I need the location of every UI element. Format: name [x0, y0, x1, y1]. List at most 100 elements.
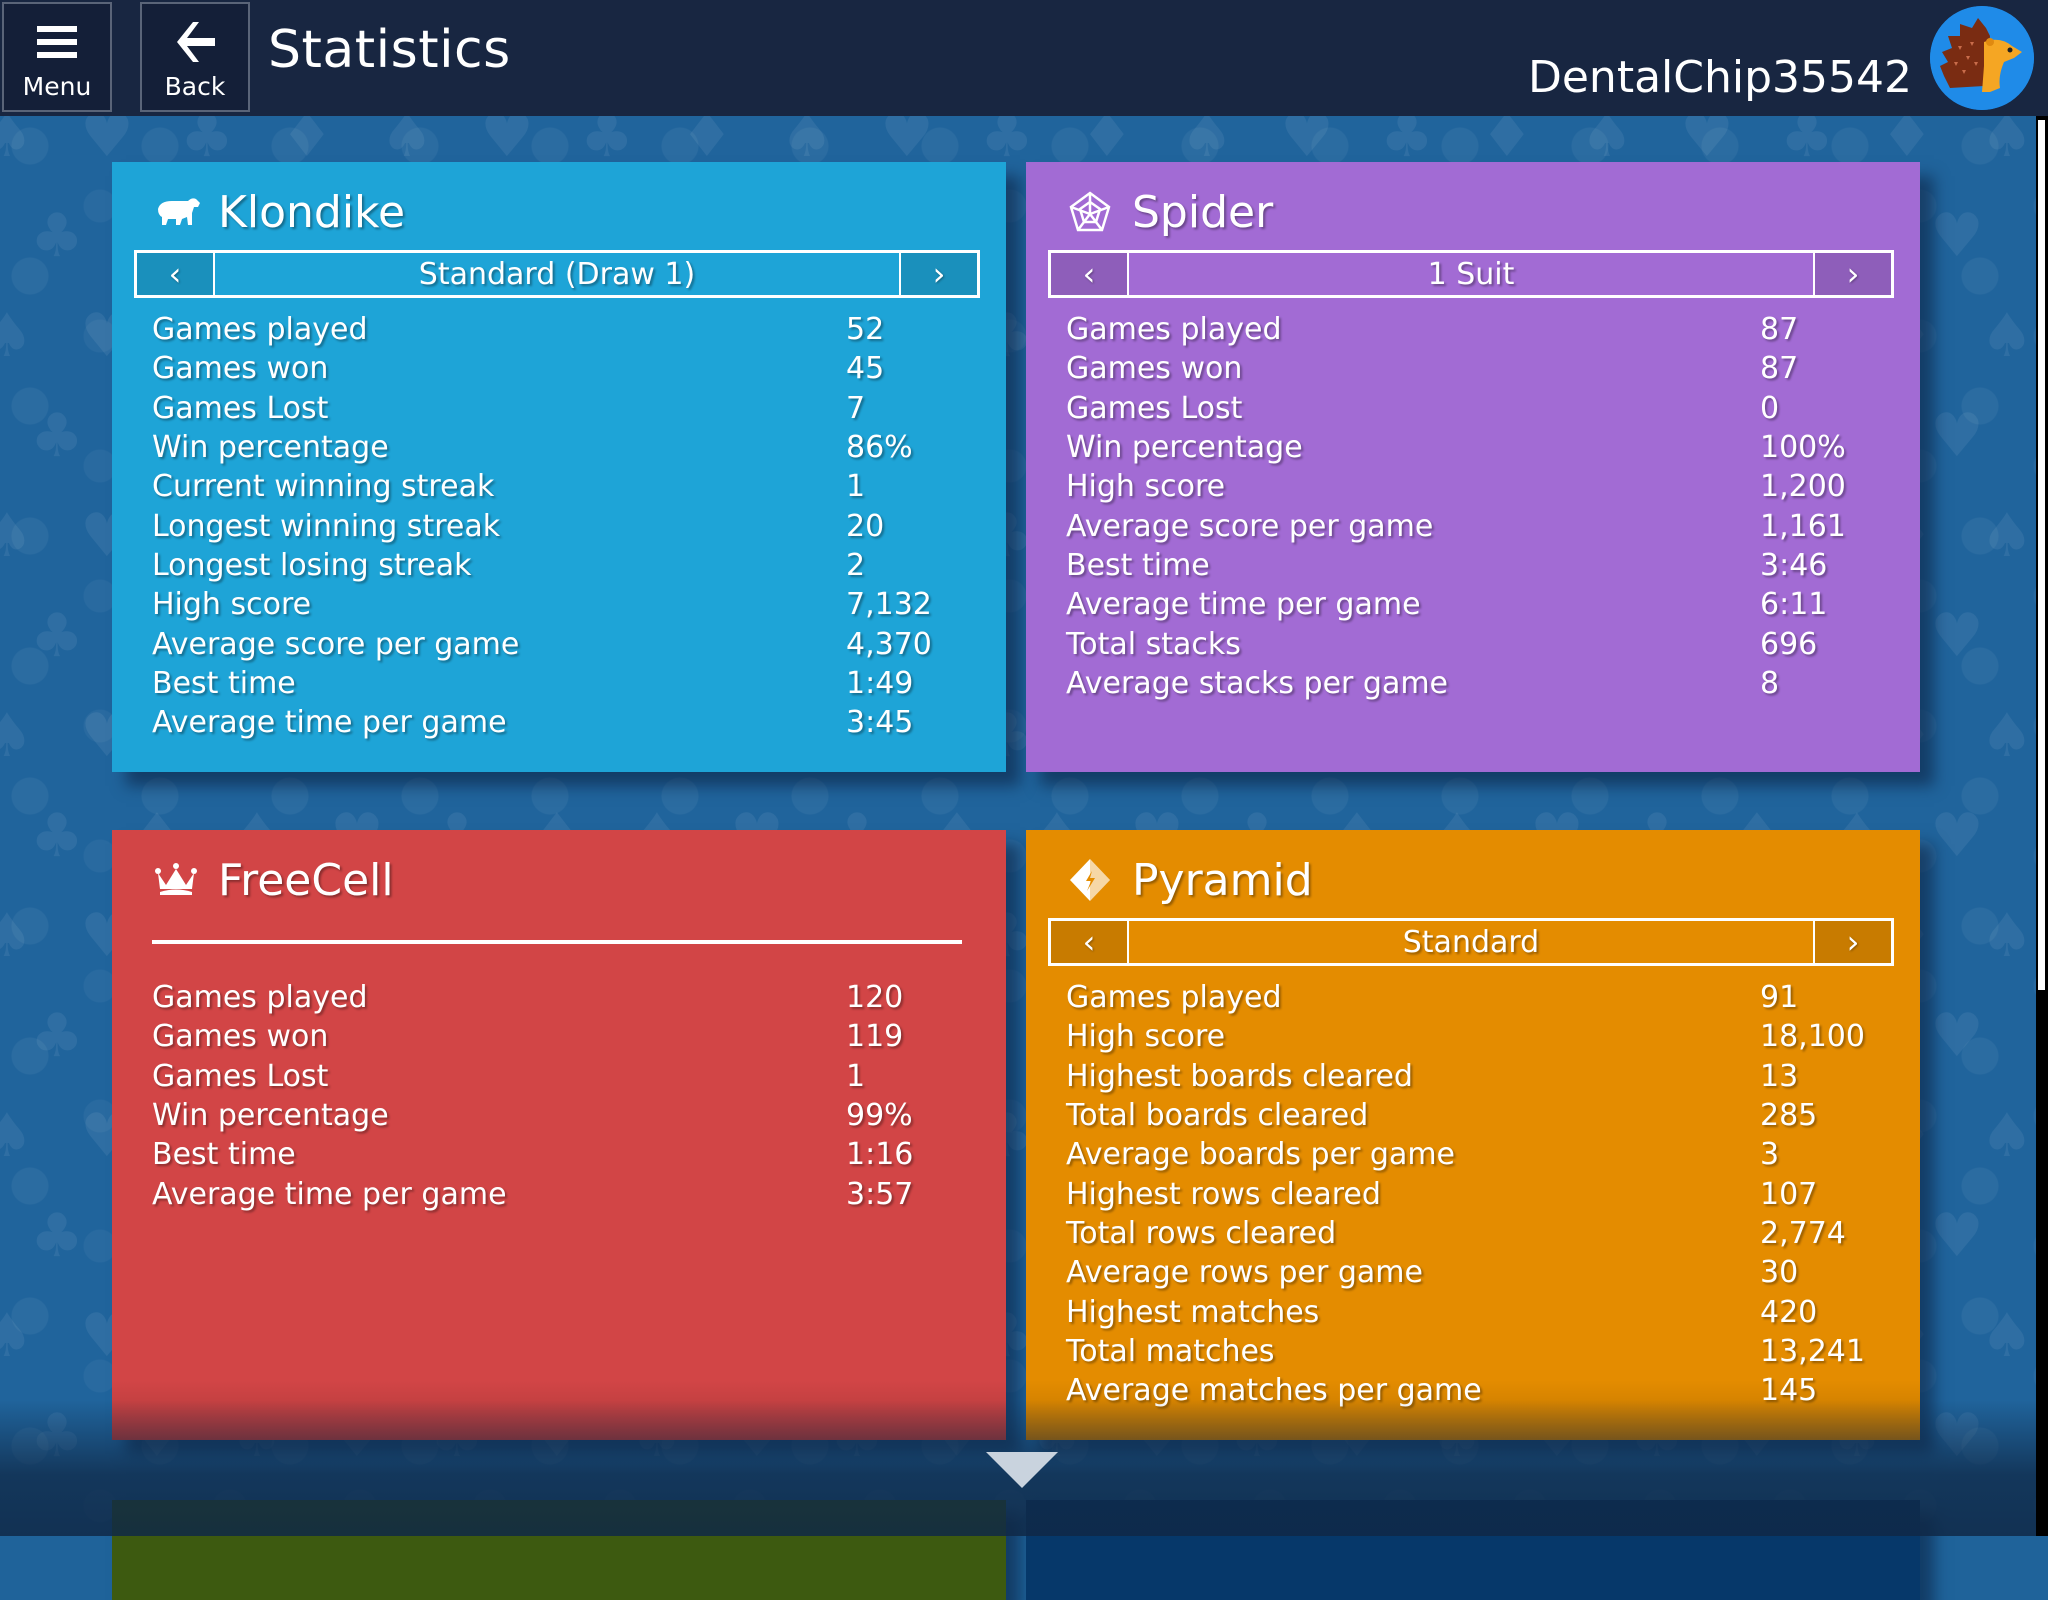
- suit-pattern-icon: ♥: [80, 116, 134, 171]
- next-mode-button[interactable]: ›: [1813, 253, 1891, 295]
- stat-row: Total boards cleared 285: [1066, 1096, 1886, 1135]
- stat-label: Average time per game: [152, 705, 507, 741]
- spider-card: Spider ‹ 1 Suit › Games played 87 Games wo…: [1026, 162, 1920, 772]
- stat-row: Highest boards cleared 13: [1066, 1057, 1886, 1096]
- suit-pattern-icon: ♠: [0, 501, 34, 571]
- stat-value: 2,774: [1760, 1215, 1846, 1251]
- next-mode-button[interactable]: ›: [899, 253, 977, 295]
- crown-icon: [154, 858, 204, 902]
- suit-pattern-icon: ♣: [30, 1201, 84, 1271]
- mode-selector: ‹ Standard ›: [1048, 918, 1894, 966]
- stat-label: Win percentage: [1066, 430, 1303, 466]
- suit-pattern-icon: ♠: [1980, 901, 2034, 971]
- suit-pattern-icon: ♠: [1980, 301, 2034, 371]
- suit-pattern-icon: ♣: [30, 201, 84, 271]
- stat-label: Total matches: [1066, 1333, 1275, 1369]
- suit-pattern-icon: ♥: [1930, 801, 1984, 871]
- stat-value: 8: [1760, 665, 1780, 701]
- suit-pattern-icon: ♠: [1980, 701, 2034, 771]
- stat-row: Best time 1:49: [152, 664, 972, 703]
- stat-row: Highest matches 420: [1066, 1292, 1886, 1331]
- stat-value: 20: [846, 508, 885, 544]
- stat-label: Games won: [1066, 351, 1243, 387]
- stat-label: Games played: [152, 312, 368, 348]
- scrollbar[interactable]: [2036, 116, 2048, 1536]
- suit-pattern-icon: ♣: [30, 601, 84, 671]
- back-button[interactable]: Back: [140, 2, 250, 112]
- back-label: Back: [164, 72, 226, 101]
- suit-pattern-icon: ♣: [30, 1001, 84, 1071]
- stat-value: 2: [846, 547, 866, 583]
- suit-pattern-icon: ♣: [1380, 116, 1434, 171]
- avatar[interactable]: [1930, 6, 2034, 110]
- stat-row: Average stacks per game 8: [1066, 664, 1886, 703]
- page-title: Statistics: [268, 20, 511, 80]
- stat-row: Games played 87: [1066, 310, 1886, 349]
- suit-pattern-icon: ♥: [1280, 116, 1334, 171]
- pyramid-card: Pyramid ‹ Standard › Games played 91 High …: [1026, 830, 1920, 1440]
- scroll-down-arrow-icon[interactable]: [986, 1452, 1058, 1488]
- polar-bear-icon: [154, 190, 204, 234]
- stat-label: Games won: [152, 351, 329, 387]
- stat-row: Games Lost 0: [1066, 389, 1886, 428]
- stat-row: Average boards per game 3: [1066, 1135, 1886, 1174]
- stat-label: Games Lost: [152, 390, 329, 426]
- stat-label: Average time per game: [1066, 587, 1421, 623]
- stat-row: Best time 1:16: [152, 1135, 972, 1174]
- suit-pattern-icon: ♥: [1930, 201, 1984, 271]
- stat-label: Average stacks per game: [1066, 665, 1449, 701]
- stat-value: 91: [1760, 980, 1799, 1016]
- stat-label: Longest losing streak: [152, 547, 472, 583]
- stat-label: Average matches per game: [1066, 1373, 1482, 1409]
- game-title: FreeCell: [218, 854, 394, 906]
- stat-value: 696: [1760, 626, 1818, 662]
- suit-pattern-icon: ♥: [1930, 1001, 1984, 1071]
- stat-label: Total stacks: [1066, 626, 1241, 662]
- suit-pattern-icon: ♦: [1480, 116, 1534, 171]
- stat-value: 1:49: [846, 665, 914, 701]
- suit-pattern-icon: ♠: [1580, 116, 1634, 171]
- previous-mode-button[interactable]: ‹: [137, 253, 215, 295]
- suit-pattern-icon: ♠: [1980, 1301, 2034, 1371]
- stat-value: 87: [1760, 351, 1799, 387]
- stat-value: 6:11: [1760, 587, 1828, 623]
- top-bar: Menu Back Statistics DentalChip35542: [0, 0, 2048, 116]
- mode-label: Standard: [1402, 924, 1540, 960]
- scrollbar-thumb[interactable]: [2038, 120, 2045, 990]
- stat-value: 1,161: [1760, 508, 1846, 544]
- next-mode-button[interactable]: ›: [1813, 921, 1891, 963]
- suit-pattern-icon: ♠: [0, 1301, 34, 1371]
- pyramid-diamond-icon: [1068, 858, 1118, 902]
- stat-label: High score: [1066, 1019, 1226, 1055]
- stat-label: Current winning streak: [152, 469, 495, 505]
- stat-row: Games played 120: [152, 978, 972, 1017]
- suit-pattern-icon: ♠: [0, 1101, 34, 1171]
- stat-row: High score 18,100: [1066, 1017, 1886, 1056]
- stat-value: 145: [1760, 1373, 1818, 1409]
- stat-value: 87: [1760, 312, 1799, 348]
- stat-row: Games won 87: [1066, 349, 1886, 388]
- stat-value: 3:57: [846, 1176, 914, 1212]
- stat-value: 3:45: [846, 705, 914, 741]
- previous-mode-button[interactable]: ‹: [1051, 253, 1129, 295]
- username[interactable]: DentalChip35542: [1527, 52, 1912, 103]
- stat-value: 30: [1760, 1255, 1799, 1291]
- suit-pattern-icon: ♠: [0, 701, 34, 771]
- hamburger-icon: [35, 14, 79, 70]
- tripeaks-card: [112, 1500, 1006, 1600]
- suit-pattern-icon: ♣: [30, 801, 84, 871]
- spider-web-icon: [1068, 190, 1118, 234]
- suit-pattern-icon: ♠: [1180, 116, 1234, 171]
- daily-challenges-card: [1026, 1500, 1920, 1600]
- stat-label: Average boards per game: [1066, 1137, 1456, 1173]
- stat-row: Current winning streak 1: [152, 467, 972, 506]
- stat-row: Games played 91: [1066, 978, 1886, 1017]
- game-title: Pyramid: [1132, 854, 1313, 906]
- stat-row: Highest rows cleared 107: [1066, 1174, 1886, 1213]
- previous-mode-button[interactable]: ‹: [1051, 921, 1129, 963]
- divider: [152, 940, 962, 944]
- stat-row: Average time per game 6:11: [1066, 585, 1886, 624]
- menu-button[interactable]: Menu: [2, 2, 112, 112]
- suit-pattern-icon: ♥: [1930, 1401, 1984, 1471]
- suit-pattern-icon: ♠: [1980, 501, 2034, 571]
